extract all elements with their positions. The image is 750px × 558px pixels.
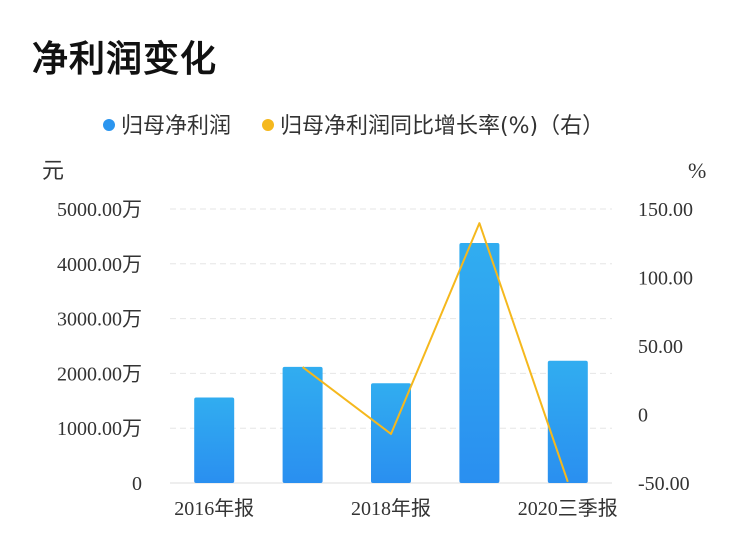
left-tick-label: 5000.00万 bbox=[57, 199, 142, 221]
chart-title: 净利润变化 bbox=[32, 39, 218, 80]
bar-2019年报 bbox=[459, 242, 500, 483]
right-axis-ticks: -50.00 0 50.00 100.00 150.00 bbox=[638, 199, 693, 495]
x-axis-ticks: 2016年报 2018年报 2020三季报 bbox=[174, 497, 618, 520]
right-tick-label: 50.00 bbox=[638, 336, 683, 358]
x-tick-label: 2018年报 bbox=[351, 497, 431, 520]
legend-bar-label: 归母净利润 bbox=[121, 114, 231, 139]
right-tick-label: 100.00 bbox=[638, 268, 693, 290]
right-tick-label: 150.00 bbox=[638, 199, 693, 221]
left-tick-label: 4000.00万 bbox=[57, 254, 142, 276]
right-tick-label: -50.00 bbox=[638, 473, 690, 495]
right-tick-label: 0 bbox=[638, 405, 648, 427]
legend-line-marker bbox=[262, 119, 274, 131]
left-tick-label: 1000.00万 bbox=[57, 418, 142, 440]
left-tick-label: 2000.00万 bbox=[57, 363, 142, 385]
left-axis-unit: 元 bbox=[42, 159, 64, 184]
bars bbox=[194, 242, 588, 483]
growth-rate-line bbox=[301, 222, 569, 483]
x-tick-label: 2016年报 bbox=[174, 497, 254, 520]
right-axis-unit: % bbox=[688, 158, 706, 183]
legend-bar-marker bbox=[103, 119, 115, 131]
growth-line-layer bbox=[301, 222, 569, 483]
bar-2016年报 bbox=[194, 397, 235, 483]
left-axis-ticks: 0 1000.00万 2000.00万 3000.00万 4000.00万 5000.00… bbox=[57, 199, 142, 495]
legend-line-label: 归母净利润同比增长率(%)（右） bbox=[280, 114, 604, 139]
left-tick-label: 0 bbox=[132, 473, 142, 495]
legend: 归母净利润 归母净利润同比增长率(%)（右） bbox=[103, 114, 604, 139]
x-tick-label: 2020三季报 bbox=[518, 497, 618, 520]
gridlines bbox=[170, 208, 612, 484]
bar-2017年报 bbox=[282, 366, 323, 483]
left-tick-label: 3000.00万 bbox=[57, 309, 142, 331]
bar-2020三季报 bbox=[547, 360, 588, 483]
